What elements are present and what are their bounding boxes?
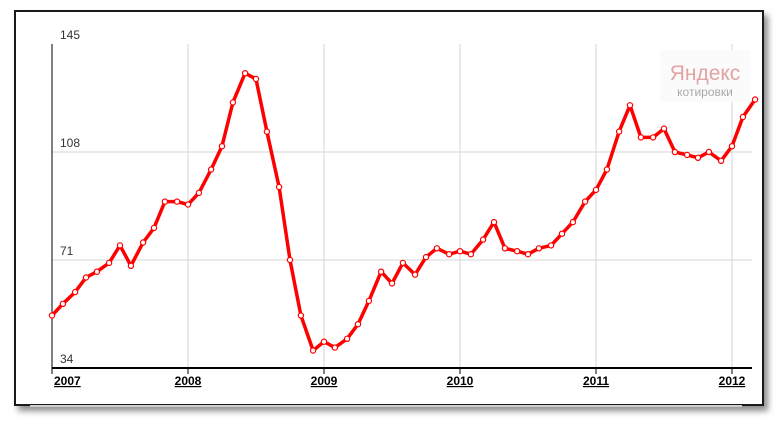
data-point-30 (388, 280, 396, 287)
data-point-5 (105, 259, 113, 267)
data-point-0 (48, 312, 56, 319)
data-point-59 (717, 157, 725, 164)
data-point-12 (184, 201, 192, 208)
data-point-44 (547, 242, 555, 249)
watermark-bg (660, 50, 750, 102)
data-point-62 (751, 96, 759, 103)
data-point-58 (705, 148, 713, 156)
data-point-38 (479, 236, 487, 243)
x-tick-label-2: 2009 (311, 374, 338, 388)
data-point-39 (490, 218, 498, 226)
data-point-35 (445, 250, 453, 258)
data-point-8 (139, 239, 147, 246)
data-point-46 (569, 218, 577, 226)
data-point-36 (456, 247, 464, 255)
data-point-40 (501, 245, 509, 252)
chart-frame (14, 10, 764, 406)
data-point-42 (524, 250, 532, 258)
x-tick-label-1: 2008 (175, 374, 202, 388)
data-point-22 (297, 312, 305, 319)
data-point-14 (207, 166, 215, 173)
data-point-52 (637, 134, 645, 141)
data-point-48 (592, 186, 600, 194)
data-point-54 (660, 125, 668, 132)
data-point-28 (365, 297, 373, 305)
series-line-0 (50, 71, 757, 353)
data-point-55 (671, 148, 679, 156)
data-point-34 (433, 245, 441, 252)
data-point-17 (241, 69, 249, 77)
data-point-9 (150, 224, 158, 232)
data-point-21 (286, 256, 294, 264)
data-point-45 (558, 230, 566, 237)
data-point-18 (252, 75, 260, 83)
chart-grid (52, 44, 752, 368)
chart-axes (51, 44, 752, 374)
yandex-watermark: Яндекс котировки (660, 50, 750, 102)
data-point-4 (93, 268, 101, 275)
data-point-11 (173, 198, 181, 205)
data-point-6 (116, 242, 124, 249)
data-point-47 (581, 198, 589, 205)
x-tick-label-4: 2011 (583, 374, 609, 388)
data-point-20 (275, 183, 283, 191)
data-point-3 (82, 274, 90, 281)
watermark-subtitle: котировки (677, 85, 733, 99)
data-point-31 (399, 259, 407, 267)
data-point-7 (127, 262, 135, 269)
data-point-41 (513, 247, 521, 255)
series-markers (48, 69, 759, 354)
data-point-26 (343, 335, 351, 342)
watermark-brand: Яндекс (670, 62, 741, 85)
data-point-61 (739, 113, 747, 121)
y-tick-label-1: 71 (60, 244, 74, 258)
data-point-24 (320, 338, 328, 345)
x-axis-ticks: 2007 2008 2009 2010 2011 2012 (54, 374, 746, 388)
data-point-25 (331, 344, 339, 351)
data-point-29 (377, 268, 385, 275)
data-point-51 (626, 102, 634, 109)
data-point-27 (354, 321, 362, 328)
data-point-15 (218, 142, 226, 150)
data-point-60 (728, 142, 736, 150)
data-point-53 (649, 134, 657, 141)
x-tick-label-5: 2012 (719, 374, 746, 388)
data-point-57 (694, 154, 702, 161)
data-point-23 (309, 347, 317, 354)
data-point-56 (683, 151, 691, 159)
data-point-33 (422, 253, 430, 261)
y-tick-label-3: 145 (60, 28, 80, 42)
data-point-32 (411, 271, 419, 278)
data-point-2 (71, 288, 79, 296)
data-point-13 (195, 189, 203, 197)
data-point-10 (161, 198, 169, 205)
data-point-50 (615, 128, 623, 135)
data-point-37 (467, 250, 475, 258)
bottom-divider (30, 405, 742, 407)
series-group (50, 71, 757, 353)
data-point-43 (535, 245, 543, 252)
data-point-16 (229, 99, 237, 106)
x-tick-label-3: 2010 (447, 374, 474, 388)
y-tick-label-2: 108 (60, 136, 80, 150)
data-point-49 (603, 166, 611, 173)
data-point-19 (263, 128, 271, 135)
y-tick-label-0: 34 (60, 352, 74, 366)
data-point-1 (59, 300, 67, 307)
x-tick-label-0: 2007 (54, 374, 81, 388)
y-axis-ticks: 34 71 108 145 (60, 28, 80, 366)
